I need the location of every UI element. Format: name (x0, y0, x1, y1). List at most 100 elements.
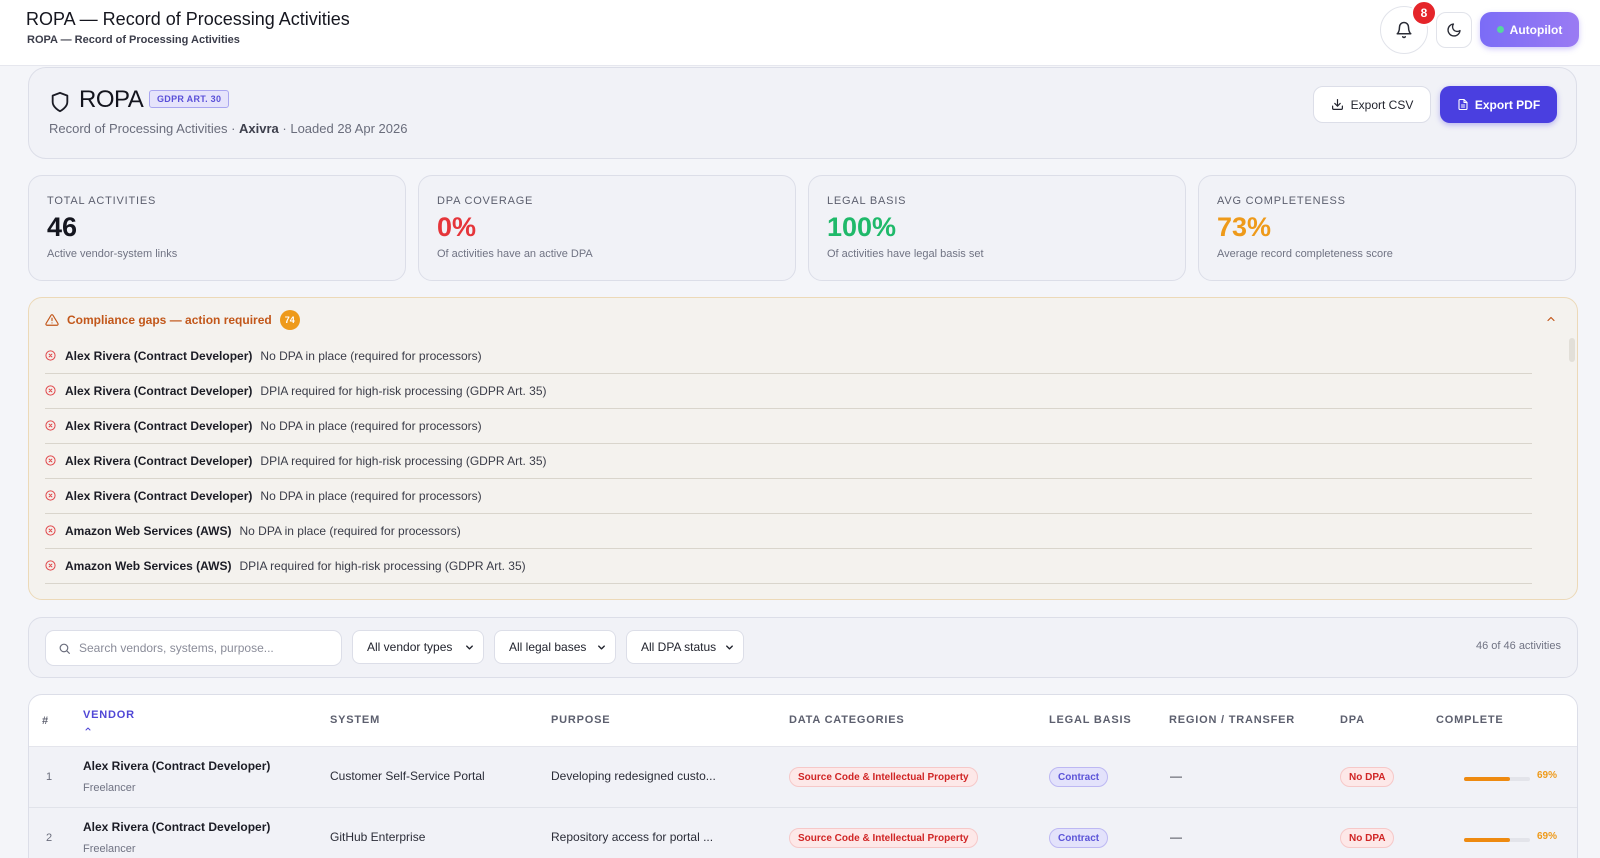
stat-value: 0% (437, 212, 477, 242)
completeness-percent: 69% (1537, 831, 1558, 842)
autopilot-button[interactable]: Autopilot (1480, 12, 1579, 47)
stat-value: 73% (1217, 212, 1272, 242)
page-header-card: ROPA GDPR ART. 30 Record of Processing A… (28, 67, 1577, 159)
dpa-status-badge: No DPA (1340, 767, 1395, 787)
gaps-title: Compliance gaps — action required (67, 313, 272, 327)
error-circle-icon (45, 455, 65, 466)
gap-issue: DPIA required for high-risk processing (… (260, 383, 547, 398)
gap-item[interactable]: Amazon Web Services (AWS) DPIA required f… (45, 548, 1532, 584)
search-box (45, 630, 342, 666)
gap-vendor: Alex Rivera (Contract Developer) (65, 488, 253, 503)
subtitle-prefix: Record of Processing Activities · (49, 121, 240, 136)
col-header-region-transfer[interactable]: REGION / TRANSFER (1169, 714, 1296, 726)
row-number: 1 (46, 771, 53, 783)
vendor-name: Alex Rivera (Contract Developer) (83, 759, 271, 773)
gap-issue: DPIA required for high-risk processing (… (239, 558, 526, 573)
search-input[interactable] (79, 641, 329, 655)
stat-label: LEGAL BASIS (827, 195, 907, 207)
legal-basis-badge: Contract (1049, 828, 1109, 848)
gap-item[interactable]: Alex Rivera (Contract Developer) No DPA i… (45, 338, 1532, 374)
purpose-text: Developing redesigned custo... (551, 769, 716, 783)
theme-toggle-button[interactable] (1436, 12, 1472, 48)
stat-label: DPA COVERAGE (437, 195, 534, 207)
gap-vendor: Alex Rivera (Contract Developer) (65, 453, 253, 468)
stat-value: 46 (47, 212, 78, 242)
activity-count: 46 of 46 activities (1476, 640, 1561, 652)
gaps-scrollbar[interactable] (1569, 338, 1575, 362)
header-divider (29, 746, 1577, 747)
sort-asc-icon[interactable] (83, 725, 93, 733)
status-dot-icon (1496, 26, 1504, 33)
search-icon (59, 643, 70, 654)
gap-item[interactable]: Alex Rivera (Contract Developer) DPIA req… (45, 373, 1532, 409)
app-subtitle: ROPA — Record of Processing Activities (27, 34, 240, 46)
compliance-gaps-panel: Compliance gaps — action required 74 Ale… (28, 297, 1578, 600)
col-header-vendor[interactable]: VENDOR (83, 709, 135, 721)
stat-card-dpa-coverage: DPA COVERAGE 0% Of activities have an ac… (418, 175, 796, 281)
download-icon (1331, 99, 1343, 110)
region-value: — (1170, 830, 1182, 844)
legal-basis-value: All legal bases (509, 640, 587, 654)
system-name: GitHub Enterprise (330, 830, 426, 844)
top-bar: ROPA — Record of Processing Activities R… (0, 0, 1600, 66)
autopilot-label: Autopilot (1509, 22, 1563, 37)
region-value: — (1170, 769, 1182, 783)
activities-table: # VENDOR SYSTEM PURPOSE DATA CATEGORIES … (28, 694, 1578, 858)
dpa-status-select[interactable]: All DPA status (626, 630, 744, 664)
stat-description: Active vendor-system links (47, 248, 178, 260)
gaps-header[interactable]: Compliance gaps — action required 74 (45, 310, 300, 330)
completeness-bar (1464, 838, 1530, 842)
col-header-purpose[interactable]: PURPOSE (551, 714, 611, 726)
shield-icon (51, 91, 69, 113)
col-header-data-categories[interactable]: DATA CATEGORIES (789, 714, 905, 726)
gap-item[interactable]: Alex Rivera (Contract Developer) DPIA req… (45, 443, 1532, 479)
stat-card-legal-basis: LEGAL BASIS 100% Of activities have lega… (808, 175, 1186, 281)
chevron-down-icon (726, 644, 733, 650)
stat-description: Average record completeness score (1217, 248, 1393, 260)
export-csv-button[interactable]: Export CSV (1313, 86, 1431, 123)
moon-icon (1447, 23, 1461, 37)
vendor-type: Freelancer (83, 782, 136, 794)
gap-vendor: Alex Rivera (Contract Developer) (65, 383, 253, 398)
stat-description: Of activities have an active DPA (437, 248, 593, 260)
page-title: ROPA (79, 86, 144, 113)
gap-item[interactable]: Amazon Web Services (AWS) No DPA in place… (45, 513, 1532, 549)
notification-badge: 8 (1411, 0, 1437, 26)
table-row[interactable]: 1 Alex Rivera (Contract Developer) Freelan… (29, 747, 1577, 808)
vendor-type: Freelancer (83, 843, 136, 855)
export-csv-label: Export CSV (1350, 97, 1414, 112)
col-header-legal-basis[interactable]: LEGAL BASIS (1049, 714, 1132, 726)
gap-item[interactable]: Alex Rivera (Contract Developer) No DPA i… (45, 478, 1532, 514)
table-row[interactable]: 2 Alex Rivera (Contract Developer) Freelan… (29, 808, 1577, 858)
legal-basis-select[interactable]: All legal bases (494, 630, 616, 664)
chevron-up-icon[interactable] (1545, 313, 1557, 325)
filter-bar: All vendor types All legal bases All DPA… (28, 617, 1578, 678)
gap-issue: No DPA in place (required for processors… (260, 488, 482, 503)
stat-card-avg-completeness: AVG COMPLETENESS 73% Average record comp… (1198, 175, 1576, 281)
col-header-system[interactable]: SYSTEM (330, 714, 381, 726)
dpa-status-value: All DPA status (641, 640, 717, 654)
col-header-dpa[interactable]: DPA (1340, 714, 1365, 726)
gap-item[interactable]: Alex Rivera (Contract Developer) No DPA i… (45, 408, 1532, 444)
chevron-down-icon (466, 644, 473, 650)
warning-icon (45, 314, 59, 326)
vendor-type-select[interactable]: All vendor types (352, 630, 484, 664)
error-circle-icon (45, 385, 65, 396)
subtitle-suffix: · Loaded 28 Apr 2026 (278, 121, 408, 136)
data-category-badge: Source Code & Intellectual Property (789, 828, 978, 848)
org-name: Axivra (239, 121, 279, 136)
error-circle-icon (45, 350, 65, 361)
gap-issue: No DPA in place (required for processors… (260, 348, 482, 363)
error-circle-icon (45, 420, 65, 431)
col-header-complete[interactable]: COMPLETE (1436, 714, 1504, 726)
error-circle-icon (45, 525, 65, 536)
export-pdf-button[interactable]: Export PDF (1440, 86, 1557, 123)
error-circle-icon (45, 490, 65, 501)
gap-vendor: Amazon Web Services (AWS) (65, 558, 232, 573)
completeness-fill (1464, 838, 1510, 842)
completeness-bar (1464, 777, 1530, 781)
gap-vendor: Amazon Web Services (AWS) (65, 523, 232, 538)
dpa-status-badge: No DPA (1340, 828, 1395, 848)
gap-vendor: Alex Rivera (Contract Developer) (65, 418, 253, 433)
app-title: ROPA — Record of Processing Activities (26, 9, 350, 29)
